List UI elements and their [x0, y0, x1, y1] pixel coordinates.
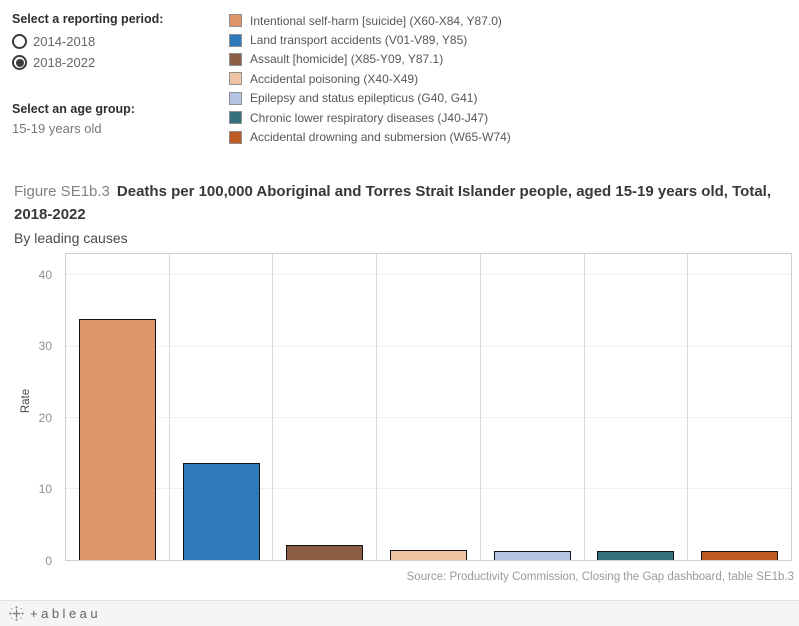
legend-item-label: Intentional self-harm [suicide] (X60-X84…: [250, 13, 502, 28]
radio-option[interactable]: 2018-2022: [12, 52, 222, 73]
y-tick-label: 30: [38, 339, 52, 354]
gridline: [66, 416, 791, 418]
tableau-logo[interactable]: +ableau: [9, 606, 101, 621]
category-panel: [688, 254, 791, 560]
y-tick-label: 20: [38, 410, 52, 425]
chart-title-block: Figure SE1b.3 Deaths per 100,000 Aborigin…: [14, 180, 786, 249]
bar[interactable]: [78, 319, 156, 560]
plot-area: [65, 253, 792, 561]
legend-item[interactable]: Chronic lower respiratory diseases (J40-…: [229, 108, 511, 127]
filter-panel: Select a reporting period: 2014-2018 2018…: [12, 12, 222, 136]
legend-item[interactable]: Land transport accidents (V01-V89, Y85): [229, 30, 511, 49]
legend-swatch: [229, 91, 242, 105]
legend-item-label: Accidental poisoning (X40-X49): [250, 71, 419, 86]
legend-item-label: Chronic lower respiratory diseases (J40-…: [250, 110, 489, 125]
bar[interactable]: [182, 462, 260, 560]
age-group-heading: Select an age group:: [12, 102, 135, 116]
radio-selected-icon[interactable]: [12, 55, 27, 70]
tableau-wordmark: +ableau: [30, 606, 102, 621]
legend-item[interactable]: Assault [homicide] (X85-Y09, Y87.1): [229, 50, 511, 69]
tableau-footer-bar: +ableau: [0, 600, 799, 626]
legend-item[interactable]: Intentional self-harm [suicide] (X60-X84…: [229, 11, 511, 30]
legend-swatch: [229, 52, 242, 66]
bar[interactable]: [390, 550, 468, 560]
legend-item-label: Land transport accidents (V01-V89, Y85): [250, 33, 468, 48]
chart-subtitle: By leading causes: [14, 230, 128, 246]
legend-swatch: [229, 33, 242, 47]
page-title: Figure SE1b.3 Deaths per 100,000 Aborigin…: [14, 180, 786, 226]
category-panel: [585, 254, 689, 560]
bar[interactable]: [701, 551, 779, 560]
legend-item-label: Epilepsy and status epilepticus (G40, G4…: [250, 91, 478, 106]
legend-item[interactable]: Accidental poisoning (X40-X49): [229, 69, 511, 88]
y-tick-label: 0: [45, 554, 52, 568]
radio-option-label: 2018-2022: [33, 55, 96, 70]
y-tick-label: 40: [38, 267, 52, 282]
gridline: [66, 274, 791, 276]
legend-swatch: [229, 14, 242, 28]
category-panel: [481, 254, 585, 560]
category-panel: [273, 254, 378, 560]
category-panel: [170, 254, 274, 560]
figure-number: Figure SE1b.3: [14, 183, 110, 200]
reporting-period-heading: Select a reporting period:: [12, 12, 164, 26]
legend-item-label: Assault [homicide] (X85-Y09, Y87.1): [250, 52, 444, 67]
legend-item[interactable]: Epilepsy and status epilepticus (G40, G4…: [229, 89, 511, 108]
bar[interactable]: [597, 550, 675, 560]
radio-unselected-icon[interactable]: [12, 34, 27, 49]
y-axis: 0 10 20 30 40: [0, 253, 58, 569]
legend-swatch: [229, 111, 242, 125]
legend-swatch: [229, 72, 242, 86]
legend-swatch: [229, 130, 242, 144]
radio-option[interactable]: 2014-2018: [12, 31, 222, 52]
category-panel: [377, 254, 481, 560]
reporting-period-options: 2014-2018 2018-2022: [12, 31, 222, 73]
gridline: [66, 487, 791, 489]
legend-item-label: Accidental drowning and submersion (W65-…: [250, 130, 511, 145]
gridline: [66, 345, 791, 347]
age-group-value[interactable]: 15-19 years old: [12, 121, 102, 136]
title-text: Deaths per 100,000 Aboriginal and Torres…: [14, 183, 771, 223]
radio-option-label: 2014-2018: [33, 34, 96, 49]
category-panel: [66, 254, 170, 560]
source-note: Source: Productivity Commission, Closing…: [406, 571, 794, 583]
bar[interactable]: [286, 545, 364, 560]
y-tick-label: 10: [38, 482, 52, 497]
legend-item[interactable]: Accidental drowning and submersion (W65-…: [229, 127, 511, 146]
tableau-mark-icon: [9, 606, 24, 621]
legend: Intentional self-harm [suicide] (X60-X84…: [229, 11, 511, 147]
bar-panels: [66, 254, 791, 560]
bar[interactable]: [493, 551, 571, 560]
